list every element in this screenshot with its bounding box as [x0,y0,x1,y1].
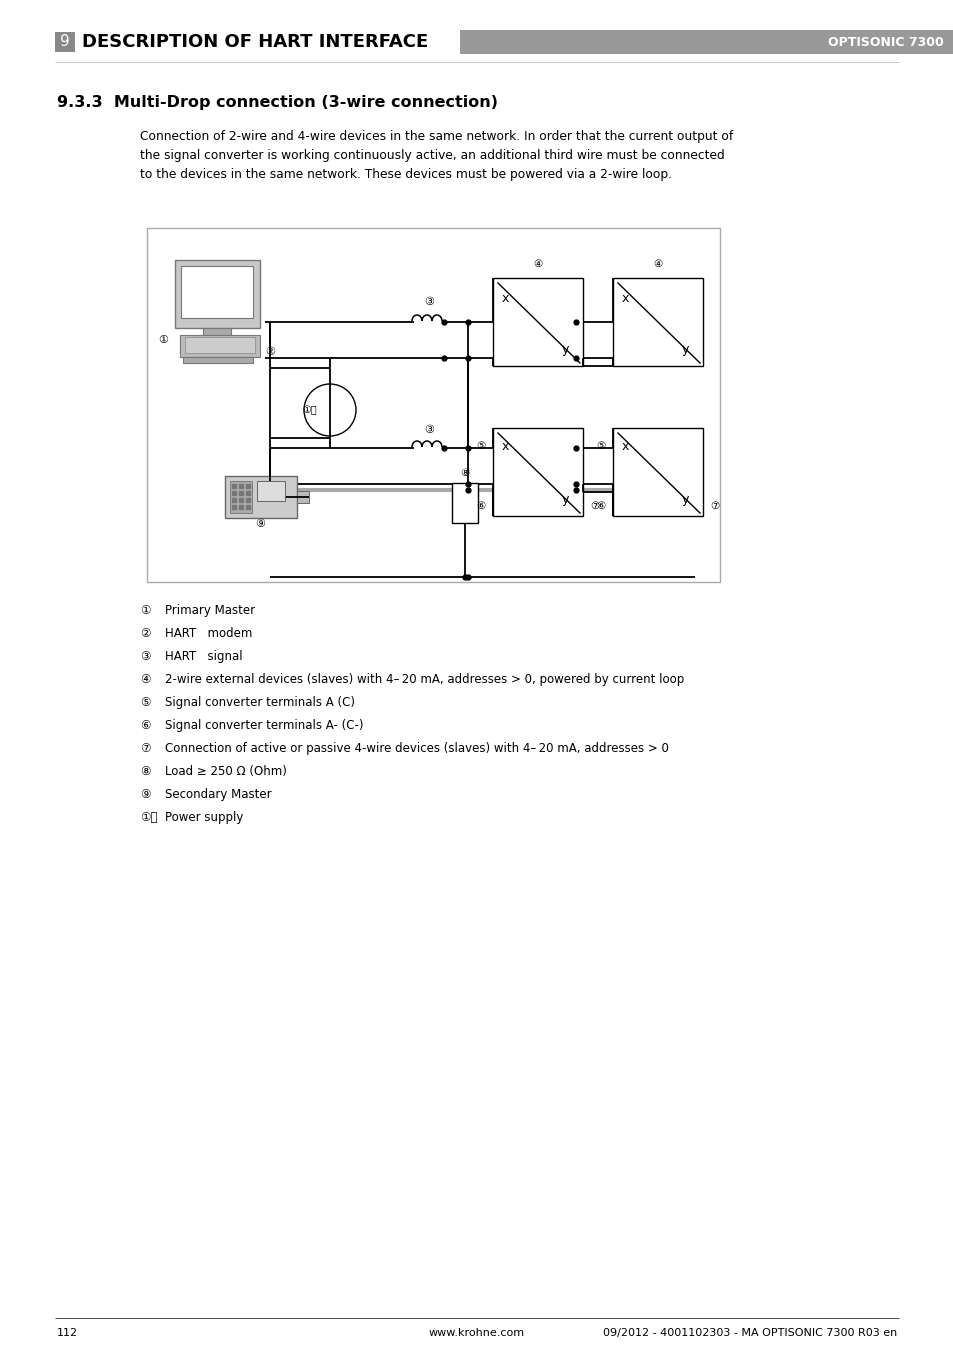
Text: ⑧: ⑧ [140,765,151,778]
Text: y: y [560,493,568,507]
Text: ③: ③ [423,426,434,435]
Bar [493,278,582,366]
Bar [181,266,253,317]
Text: Signal converter terminals A (C): Signal converter terminals A (C) [165,696,355,709]
Text: Connection of active or passive 4-wire devices (slaves) with 4– 20 mA, addresses: Connection of active or passive 4-wire d… [165,742,668,755]
Text: ⑨: ⑨ [140,788,151,801]
Bar [256,481,285,501]
Bar [459,30,953,54]
Text: Load ≥ 250 Ω (Ohm): Load ≥ 250 Ω (Ohm) [165,765,287,778]
Bar [452,484,477,523]
Text: Power supply: Power supply [165,811,243,824]
Text: ①: ① [140,604,151,617]
Bar [147,228,720,582]
Text: ③: ③ [140,650,151,663]
Circle shape [304,384,355,436]
Text: Connection of 2-wire and 4-wire devices in the same network. In order that the c: Connection of 2-wire and 4-wire devices … [140,130,733,181]
Text: ①: ① [158,335,168,345]
Text: ⑦: ⑦ [140,742,151,755]
Text: ⑧: ⑧ [460,467,469,478]
Text: ①⑰: ①⑰ [302,405,317,415]
Text: y: y [560,343,568,357]
Text: ⑥: ⑥ [476,501,485,511]
Bar [180,335,260,357]
Text: ⑥: ⑥ [596,501,605,511]
Text: ①⑰: ①⑰ [140,811,157,824]
Bar [613,428,702,516]
Bar [174,259,260,328]
Text: OPTISONIC 7300: OPTISONIC 7300 [827,35,943,49]
Bar [185,336,254,353]
Text: ⑤: ⑤ [596,440,605,451]
Text: x: x [620,439,628,453]
Bar [493,428,582,516]
Text: y: y [680,493,688,507]
Bar [0,0,953,62]
Text: ⑥: ⑥ [140,719,151,732]
Text: ⑦: ⑦ [590,501,599,511]
Bar [203,328,231,335]
Text: y: y [680,343,688,357]
Text: ②: ② [265,347,274,357]
Text: 112: 112 [57,1328,78,1337]
Bar [296,490,309,503]
Text: x: x [500,439,508,453]
Text: ③: ③ [423,297,434,307]
Text: ④: ④ [140,673,151,686]
Text: HART   modem: HART modem [165,627,253,640]
Text: 9.3.3  Multi-Drop connection (3-wire connection): 9.3.3 Multi-Drop connection (3-wire conn… [57,95,497,109]
Text: DESCRIPTION OF HART INTERFACE: DESCRIPTION OF HART INTERFACE [82,32,428,51]
Bar [55,32,75,51]
Text: 09/2012 - 4001102303 - MA OPTISONIC 7300 R03 en: 09/2012 - 4001102303 - MA OPTISONIC 7300… [602,1328,896,1337]
Bar [613,278,702,366]
Text: ⑤: ⑤ [476,440,485,451]
Text: 9: 9 [60,35,70,50]
Bar [183,357,253,363]
Bar [230,481,252,513]
Text: x: x [500,292,508,304]
Text: Primary Master: Primary Master [165,604,254,617]
Bar [225,476,296,517]
Text: x: x [620,292,628,304]
Text: ⑤: ⑤ [140,696,151,709]
Text: Secondary Master: Secondary Master [165,788,272,801]
Text: Signal converter terminals A- (C-): Signal converter terminals A- (C-) [165,719,363,732]
Text: ②: ② [140,627,151,640]
Text: ⑨: ⑨ [254,519,265,530]
Text: ④: ④ [653,259,662,269]
Text: ④: ④ [533,259,542,269]
Text: www.krohne.com: www.krohne.com [429,1328,524,1337]
Text: 2-wire external devices (slaves) with 4– 20 mA, addresses > 0, powered by curren: 2-wire external devices (slaves) with 4–… [165,673,683,686]
Text: HART   signal: HART signal [165,650,242,663]
Text: ⑦: ⑦ [710,501,719,511]
